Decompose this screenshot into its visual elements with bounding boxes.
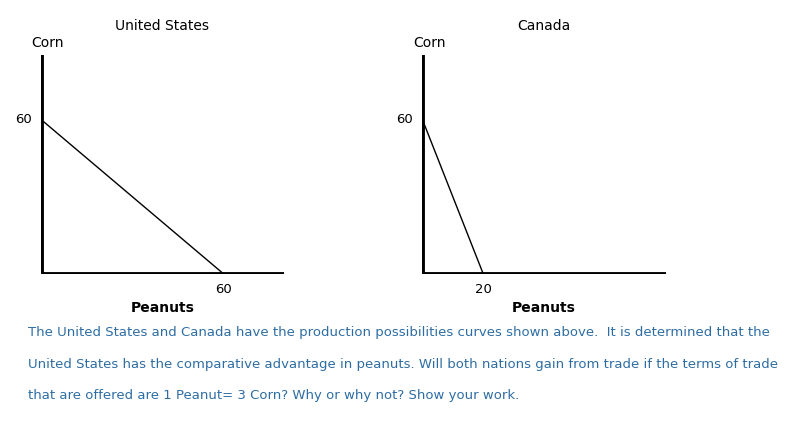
Text: Peanuts: Peanuts <box>512 301 575 315</box>
Text: United States: United States <box>115 19 209 33</box>
Text: that are offered are 1 Peanut= 3 Corn? Why or why not? Show your work.: that are offered are 1 Peanut= 3 Corn? W… <box>28 389 519 402</box>
Text: Corn: Corn <box>32 36 64 50</box>
Text: 60: 60 <box>215 282 231 296</box>
Text: 60: 60 <box>396 113 413 125</box>
Text: United States has the comparative advantage in peanuts. Will both nations gain f: United States has the comparative advant… <box>28 358 778 371</box>
Text: The United States and Canada have the production possibilities curves shown abov: The United States and Canada have the pr… <box>28 326 770 339</box>
Text: 60: 60 <box>15 113 32 125</box>
Text: Canada: Canada <box>517 19 570 33</box>
Text: Corn: Corn <box>413 36 445 50</box>
Text: Peanuts: Peanuts <box>131 301 194 315</box>
Text: 20: 20 <box>474 282 491 296</box>
